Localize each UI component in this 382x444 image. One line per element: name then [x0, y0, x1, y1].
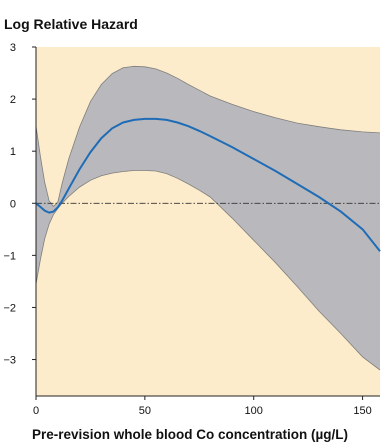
confidence-band-lower-edge: [35, 170, 381, 371]
chart-title: Log Relative Hazard: [4, 16, 138, 32]
x-tick-label: 0: [33, 405, 39, 417]
x-tick-label: 50: [139, 405, 151, 417]
x-axis-ticks: 0 50 100 150: [33, 396, 372, 417]
y-tick-label: −3: [3, 355, 16, 367]
y-tick-label: 3: [10, 42, 16, 54]
x-axis-label: Pre-revision whole blood Co concentratio…: [32, 427, 348, 442]
confidence-band: [36, 66, 380, 371]
y-axis-ticks: 3 2 1 0 −1 −2 −3: [3, 42, 36, 367]
y-tick-label: 0: [10, 198, 16, 210]
hazard-estimate-line: [35, 117, 381, 252]
x-tick-label: 100: [245, 405, 263, 417]
y-tick-label: 2: [10, 94, 16, 106]
x-tick-label: 150: [353, 405, 371, 417]
y-tick-label: 1: [10, 146, 16, 158]
y-tick-label: −1: [3, 250, 16, 262]
y-tick-label: −2: [3, 302, 16, 314]
